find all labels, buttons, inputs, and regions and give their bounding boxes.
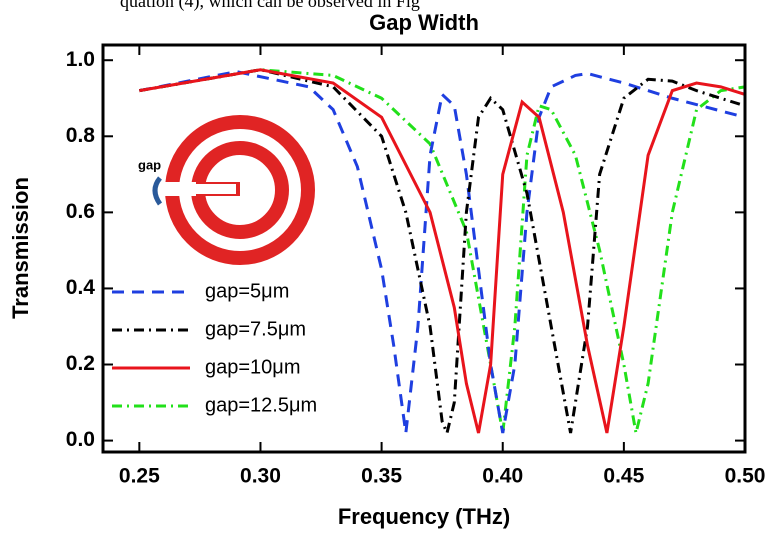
- x-axis-label: Frequency (THz): [338, 504, 510, 529]
- x-tick-label: 0.45: [603, 465, 644, 488]
- series-line: [139, 68, 746, 434]
- y-axis-label: Transmission: [8, 177, 33, 319]
- y-tick-label: 0.6: [66, 200, 95, 223]
- x-tick-label: 0.25: [119, 465, 160, 488]
- legend-label: gap=10μm: [205, 356, 300, 378]
- series-line: [139, 68, 746, 438]
- inset-label: gap: [138, 157, 161, 172]
- x-tick-label: 0.35: [361, 465, 402, 488]
- y-tick-label: 0.0: [66, 428, 95, 451]
- series-line: [139, 68, 746, 434]
- y-tick-label: 0.2: [66, 352, 95, 375]
- y-tick-label: 0.4: [66, 276, 96, 299]
- legend-label: gap=5μm: [205, 280, 289, 302]
- series-line: [139, 70, 746, 434]
- legend-label: gap=12.5μm: [205, 394, 317, 416]
- x-tick-label: 0.50: [725, 465, 766, 488]
- y-tick-label: 1.0: [66, 48, 95, 71]
- ring-slot: [196, 184, 236, 194]
- y-tick-label: 0.8: [66, 124, 96, 147]
- x-tick-label: 0.40: [482, 465, 523, 488]
- legend-label: gap=7.5μm: [205, 318, 306, 340]
- header-text: quation (4), which can be observed in Fi…: [120, 0, 420, 12]
- x-tick-label: 0.30: [240, 465, 281, 488]
- plot-frame: [101, 43, 747, 454]
- inset: gap: [138, 115, 315, 265]
- chart-title: Gap Width: [369, 10, 479, 35]
- gap-arrow: [152, 176, 163, 206]
